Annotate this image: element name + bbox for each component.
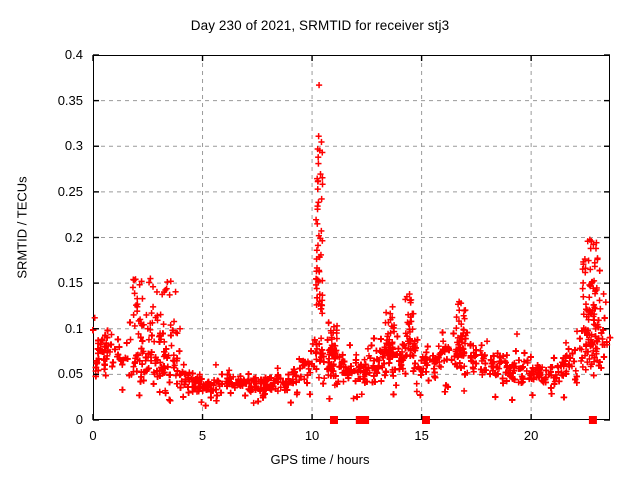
x-tick-label: 15	[414, 428, 429, 443]
y-tick-label: 0.05	[57, 366, 83, 382]
y-axis-label: SRMTID / TECUs	[14, 176, 30, 279]
x-axis-label: GPS time / hours	[270, 452, 370, 467]
plot-frame	[93, 55, 610, 420]
x-tick-label: 0	[89, 428, 97, 443]
y-tick-label: 0.35	[57, 92, 83, 108]
y-tick-label: 0	[75, 412, 83, 427]
chart-title: Day 230 of 2021, SRMTID for receiver stj…	[190, 18, 450, 33]
y-tick-label: 0.4	[64, 47, 83, 62]
x-tick-label: 5	[198, 428, 207, 443]
x-tick-label: 10	[304, 428, 320, 443]
x-tick-label: 20	[523, 428, 539, 443]
